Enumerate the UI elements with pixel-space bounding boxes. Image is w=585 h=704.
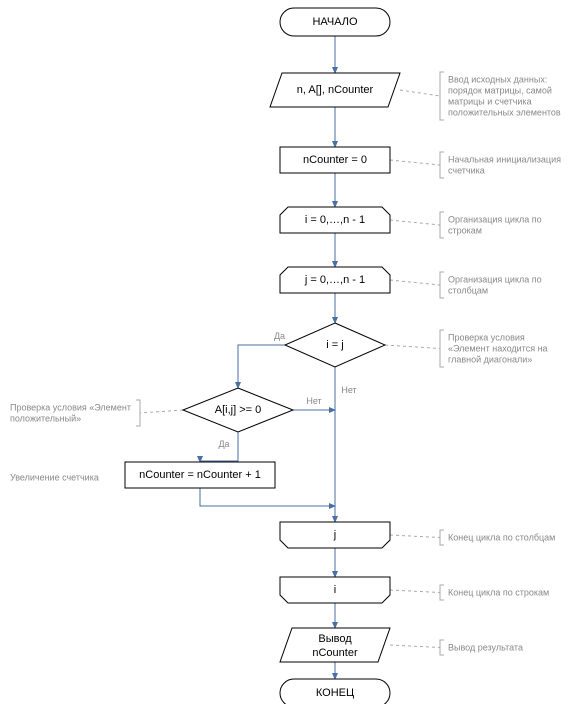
annotation: Проверка условия «Элементположительный» (10, 402, 131, 423)
svg-text:Проверка условия: Проверка условия (448, 332, 525, 342)
annotation: Вывод результата (448, 642, 523, 652)
svg-text:Проверка условия «Элемент: Проверка условия «Элемент (10, 402, 131, 412)
svg-text:положительный»: положительный» (10, 413, 81, 423)
node-input: n, A[], nCounter (270, 73, 400, 107)
svg-text:столбцам: столбцам (448, 285, 488, 295)
node-inc: nCounter = nCounter + 1 (125, 462, 275, 488)
svg-text:Нет: Нет (341, 385, 356, 395)
annotation: Конец цикла по столбцам (448, 532, 555, 542)
node-label: i = 0,…,n - 1 (305, 214, 365, 226)
svg-text:n, A[], nCounter: n, A[], nCounter (297, 84, 374, 96)
node-loopi: i = 0,…,n - 1 (280, 207, 390, 233)
node-loopj: j = 0,…,n - 1 (280, 267, 390, 293)
annotation: Увеличение счетчика (10, 472, 99, 482)
svg-text:порядок матрицы, самой: порядок матрицы, самой (448, 85, 552, 95)
node-label: КОНЕЦ (316, 687, 354, 699)
svg-text:Нет: Нет (306, 396, 321, 406)
node-start: НАЧАЛО (280, 8, 390, 36)
node-label: j = 0,…,n - 1 (304, 274, 365, 286)
svg-text:строкам: строкам (448, 225, 482, 235)
svg-text:nCounter: nCounter (312, 647, 358, 659)
annotation: Проверка условия«Элемент находится нагла… (448, 332, 548, 364)
node-label: j (333, 529, 336, 541)
annotation: Организация цикла постолбцам (448, 274, 542, 295)
svg-text:«Элемент находится на: «Элемент находится на (448, 343, 548, 353)
node-dec2: A[i,j] >= 0 (183, 388, 293, 432)
svg-text:Конец цикла по столбцам: Конец цикла по столбцам (448, 532, 555, 542)
node-label: i = j (326, 339, 343, 351)
flow-arrow (238, 345, 285, 388)
node-endi: i (280, 577, 390, 603)
svg-text:Увеличение счетчика: Увеличение счетчика (10, 472, 99, 482)
node-endj: j (280, 522, 390, 548)
svg-text:Ввод исходных данных:: Ввод исходных данных: (448, 74, 547, 84)
svg-text:Да: Да (218, 439, 229, 449)
annotation: Организация цикла построкам (448, 214, 542, 235)
node-label: nCounter = nCounter + 1 (139, 469, 261, 481)
node-label: НАЧАЛО (312, 16, 358, 28)
svg-text:матрицы и счетчика: матрицы и счетчика (448, 96, 532, 106)
node-label: i (334, 584, 336, 596)
node-output: Вывод nCounter (280, 628, 390, 662)
node-init: nCounter = 0 (280, 147, 390, 173)
svg-text:положительных элементов: положительных элементов (448, 107, 561, 117)
node-dec1: i = j (285, 323, 385, 367)
annotation: Начальная инициализациясчетчика (448, 154, 561, 175)
svg-text:Организация цикла по: Организация цикла по (448, 274, 542, 284)
svg-text:Начальная инициализация: Начальная инициализация (448, 154, 561, 164)
svg-text:Вывод результата: Вывод результата (448, 642, 523, 652)
svg-text:главной диагонали»: главной диагонали» (448, 354, 532, 364)
svg-text:Да: Да (274, 331, 285, 341)
node-end: КОНЕЦ (280, 679, 390, 704)
flow-arrow (200, 488, 335, 506)
flowchart-canvas: Да Нет Нет Да НАЧАЛО n, A[], nCounter nCounte… (0, 0, 585, 704)
svg-text:Вывод: Вывод (318, 633, 352, 645)
node-label: A[i,j] >= 0 (215, 404, 261, 416)
svg-text:Организация цикла по: Организация цикла по (448, 214, 542, 224)
svg-text:счетчика: счетчика (448, 165, 485, 175)
annotation: Конец цикла по строкам (448, 587, 549, 597)
node-label: nCounter = 0 (303, 154, 367, 166)
svg-text:Конец цикла по строкам: Конец цикла по строкам (448, 587, 549, 597)
annotation: Ввод исходных данных:порядок матрицы, са… (448, 74, 561, 117)
